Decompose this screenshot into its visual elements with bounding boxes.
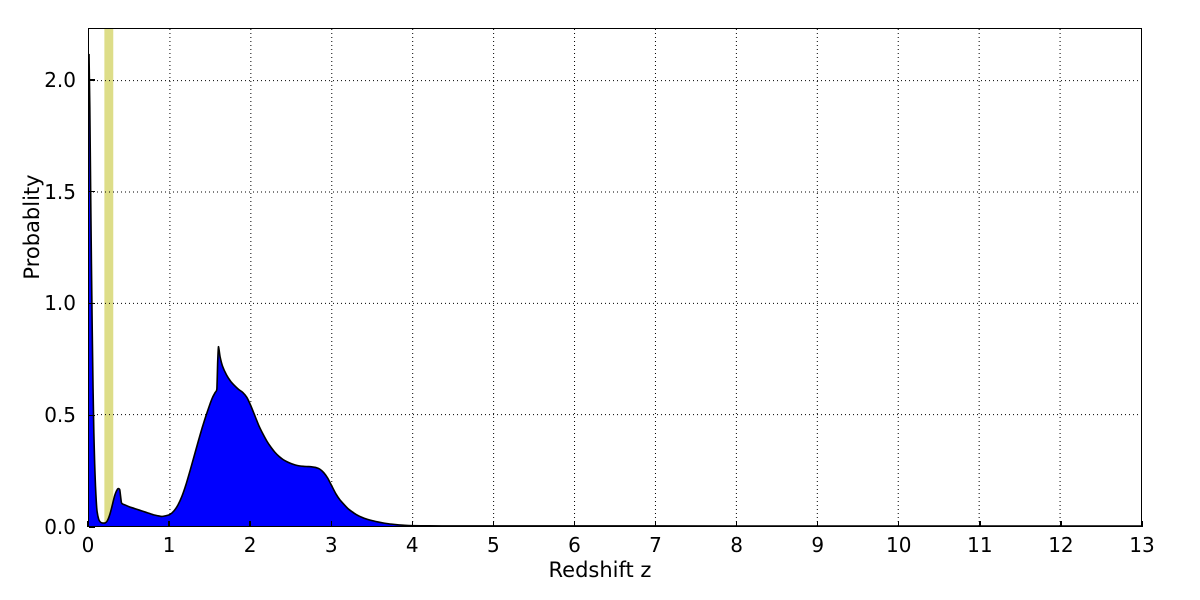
x-tick-label: 9 — [811, 533, 825, 557]
y-tick-mark — [89, 79, 95, 81]
x-tick-label: 11 — [967, 533, 993, 557]
x-axis-label: Redshift z — [548, 558, 652, 582]
gridlines-layer — [89, 29, 1141, 526]
y-tick-label: 0.0 — [44, 515, 76, 539]
plot-area — [88, 28, 1142, 527]
x-tick-mark — [1060, 521, 1062, 527]
x-tick-label: 0 — [81, 533, 95, 557]
x-tick-mark — [654, 521, 657, 527]
x-tick-mark — [330, 521, 332, 527]
y-tick-mark — [89, 526, 95, 528]
y-axis-label: Probablity — [20, 174, 44, 280]
x-tick-mark — [87, 521, 89, 527]
x-tick-label: 13 — [1129, 533, 1155, 557]
x-tick-mark — [1141, 521, 1143, 527]
pdf-area-fill — [89, 53, 1141, 526]
x-tick-label: 2 — [243, 533, 257, 557]
y-tick-mark — [89, 414, 95, 416]
x-tick-mark — [411, 521, 413, 527]
x-tick-mark — [816, 521, 819, 527]
x-gridlines — [170, 29, 1060, 526]
x-tick-label: 4 — [405, 533, 419, 557]
x-tick-label: 1 — [162, 533, 176, 557]
x-tick-mark — [573, 521, 576, 527]
y-gridlines — [89, 81, 1141, 415]
series-layer — [89, 29, 1141, 526]
x-tick-label: 5 — [487, 533, 500, 557]
x-tick-label: 12 — [1048, 533, 1074, 557]
x-tick-mark — [249, 521, 251, 527]
x-tick-label: 10 — [886, 533, 912, 557]
y-tick-label: 2.0 — [44, 67, 76, 92]
highlight-band-layer — [104, 29, 114, 526]
x-tick-mark — [735, 521, 738, 527]
y-tick-label: 1.5 — [44, 179, 76, 204]
y-tick-label: 1.0 — [44, 291, 76, 316]
x-tick-mark — [979, 521, 981, 527]
x-tick-mark — [492, 521, 495, 527]
y-tick-label: 0.5 — [44, 403, 76, 428]
x-tick-label: 8 — [730, 533, 743, 557]
pdf-outline — [89, 54, 1141, 526]
x-tick-label: 6 — [568, 533, 581, 557]
x-tick-mark — [898, 521, 900, 527]
x-tick-mark — [168, 521, 170, 527]
redshift-highlight-band — [104, 29, 114, 526]
y-tick-mark — [89, 190, 95, 193]
x-tick-label: 3 — [324, 533, 338, 557]
y-tick-mark — [89, 302, 95, 305]
x-tick-label: 7 — [649, 533, 662, 557]
